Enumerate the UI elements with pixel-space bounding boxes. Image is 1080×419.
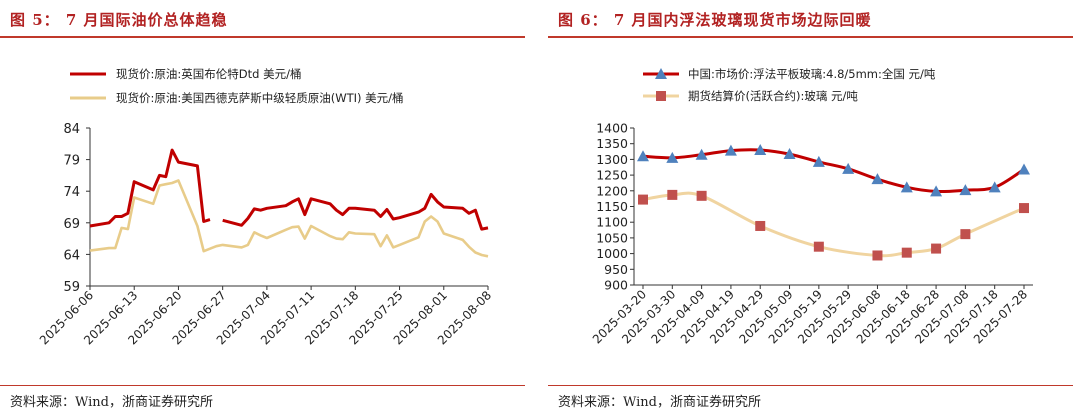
- legend-marker-0: [655, 68, 667, 79]
- y-tick-label: 950: [604, 262, 628, 277]
- series-marker-1: [872, 250, 883, 261]
- series-marker-1: [813, 241, 824, 252]
- series-marker-0: [842, 162, 855, 174]
- right-glass-price-chart: 中国:市场价:浮法平板玻璃:4.8/5mm:全国 元/吨期货结算价(活跃合约):…: [590, 67, 1033, 346]
- left-source-rule: [0, 385, 525, 386]
- left-figure-title: 图 5： 7 月国际油价总体趋稳: [10, 11, 228, 29]
- y-tick-label: 1400: [596, 121, 628, 136]
- series-marker-1: [755, 220, 766, 231]
- series-marker-0: [871, 173, 884, 185]
- legend-label-1: 现货价:原油:美国西德克萨斯中级轻质原油(WTI) 美元/桶: [116, 91, 404, 105]
- series-line-1: [642, 191, 1025, 258]
- y-tick-label: 1300: [596, 152, 628, 167]
- y-tick-label: 1250: [596, 168, 628, 183]
- right-figure-panel: 图 6： 7 月国内浮法玻璃现货市场边际回暖 中国:市场价:浮法平板玻璃:4.8…: [548, 0, 1080, 419]
- y-tick-label: 1100: [596, 215, 628, 230]
- y-tick-label: 64: [63, 248, 80, 263]
- series-marker-0: [695, 148, 708, 160]
- left-title-rule: [0, 36, 525, 38]
- y-tick-label: 900: [604, 278, 628, 293]
- legend-marker-1: [656, 91, 666, 101]
- left-source-note: 资料来源：Wind，浙商证券研究所: [10, 395, 213, 410]
- series-marker-0: [930, 185, 943, 197]
- series-marker-1: [696, 190, 707, 201]
- series-marker-0: [1018, 163, 1030, 175]
- series-marker-0: [988, 181, 1001, 193]
- y-tick-label: 74: [63, 185, 80, 200]
- y-tick-label: 1350: [596, 136, 628, 151]
- y-tick-label: 59: [63, 280, 80, 295]
- right-title-rule: [548, 36, 1073, 38]
- left-figure-panel: 图 5： 7 月国际油价总体趋稳 现货价:原油:英国布伦特Dtd 美元/桶 现货价…: [0, 0, 530, 419]
- legend-label-1: 期货结算价(活跃合约):玻璃 元/吨: [688, 89, 858, 103]
- series-line-0: [89, 148, 489, 231]
- series-marker-0: [812, 155, 825, 167]
- legend-label-0: 现货价:原油:英国布伦特Dtd 美元/桶: [116, 67, 301, 81]
- series-marker-1: [667, 189, 678, 200]
- y-tick-label: 79: [63, 154, 80, 169]
- series-marker-0: [959, 184, 972, 196]
- series-marker-1: [931, 243, 942, 254]
- legend-label-0: 中国:市场价:浮法平板玻璃:4.8/5mm:全国 元/吨: [688, 67, 936, 81]
- left-oil-price-chart: 现货价:原油:英国布伦特Dtd 美元/桶现货价:原油:美国西德克萨斯中级轻质原油…: [37, 67, 494, 347]
- series-marker-0: [637, 150, 649, 162]
- y-tick-label: 69: [63, 217, 80, 232]
- series-marker-1: [638, 194, 648, 205]
- series-marker-0: [783, 148, 796, 160]
- y-tick-label: 1000: [596, 246, 628, 261]
- right-figure-title: 图 6： 7 月国内浮法玻璃现货市场边际回暖: [558, 11, 872, 29]
- series-marker-1: [1019, 203, 1029, 214]
- right-source-rule: [548, 385, 1073, 386]
- series-marker-1: [901, 247, 912, 258]
- series-line-1: [89, 179, 489, 258]
- y-tick-label: 1150: [596, 199, 628, 214]
- series-marker-0: [900, 181, 913, 193]
- series-marker-0: [724, 144, 737, 156]
- series-marker-1: [960, 229, 971, 240]
- series-marker-0: [666, 151, 679, 163]
- y-tick-label: 1050: [596, 230, 628, 245]
- right-source-note: 资料来源：Wind，浙商证券研究所: [558, 395, 761, 410]
- y-tick-label: 1200: [596, 183, 628, 198]
- series-marker-0: [754, 143, 767, 155]
- y-tick-label: 84: [63, 122, 80, 137]
